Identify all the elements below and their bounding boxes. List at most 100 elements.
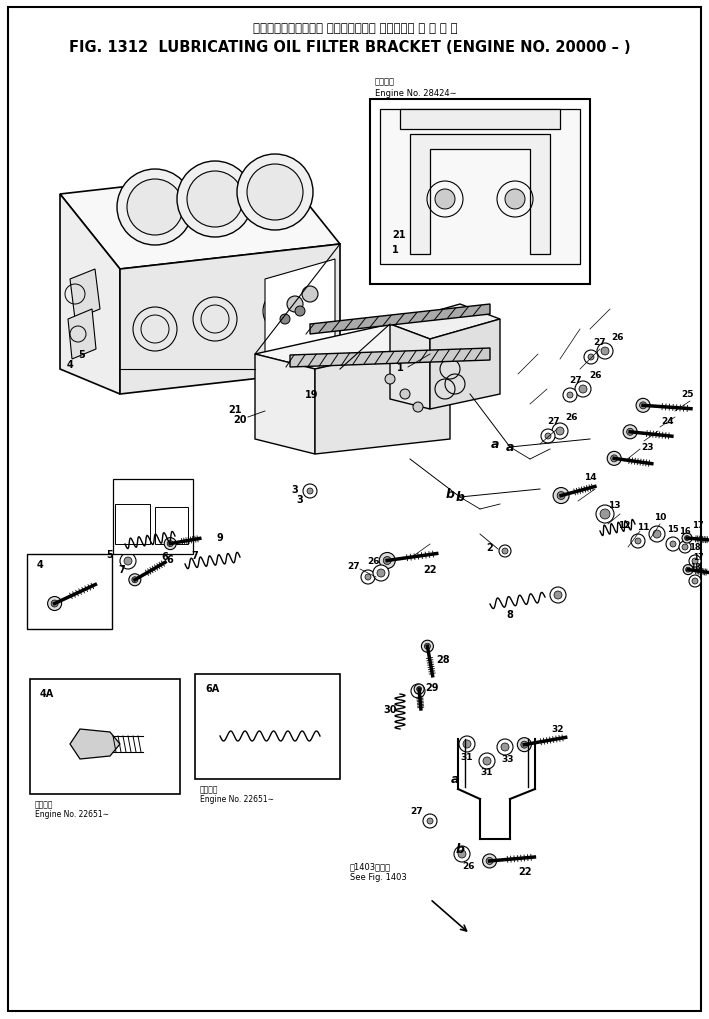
Polygon shape: [60, 170, 340, 270]
Circle shape: [692, 558, 698, 565]
Text: 12: 12: [618, 521, 630, 530]
Polygon shape: [400, 110, 560, 129]
Circle shape: [567, 392, 573, 398]
Circle shape: [247, 165, 303, 221]
Text: Engine No. 22651∼: Engine No. 22651∼: [200, 795, 274, 804]
Bar: [27, 554, 112, 630]
Circle shape: [692, 579, 698, 585]
Polygon shape: [430, 320, 500, 410]
Text: 21: 21: [228, 405, 242, 415]
Circle shape: [187, 172, 243, 228]
Text: 17: 17: [692, 521, 704, 530]
Circle shape: [167, 541, 173, 547]
Circle shape: [689, 555, 701, 568]
Text: 23: 23: [642, 443, 654, 452]
Circle shape: [423, 814, 437, 828]
Text: 26: 26: [367, 557, 379, 566]
Circle shape: [545, 433, 551, 439]
Polygon shape: [410, 135, 550, 255]
Text: 25: 25: [682, 390, 694, 399]
Circle shape: [373, 566, 389, 582]
Circle shape: [280, 315, 290, 325]
Text: 29: 29: [425, 683, 439, 692]
Circle shape: [483, 854, 496, 868]
Circle shape: [417, 687, 422, 692]
Text: 適用号機: 適用号機: [35, 800, 53, 809]
Text: 26: 26: [588, 371, 601, 380]
Text: b: b: [455, 843, 464, 856]
Text: 16: 16: [679, 527, 691, 536]
Circle shape: [636, 398, 650, 413]
Circle shape: [379, 553, 395, 569]
Circle shape: [302, 286, 318, 303]
Circle shape: [670, 541, 676, 547]
Text: ルーブリケーティング オイルフィルタ ブラケット 適 用 号 機: ルーブリケーティング オイルフィルタ ブラケット 適 用 号 機: [252, 21, 457, 35]
Circle shape: [303, 484, 317, 498]
Text: 27: 27: [411, 807, 423, 815]
Circle shape: [552, 424, 568, 439]
Text: 6A: 6A: [205, 684, 219, 693]
Circle shape: [164, 538, 177, 550]
Text: 2: 2: [486, 542, 493, 552]
Circle shape: [649, 527, 665, 542]
Text: FIG. 1312  LUBRICATING OIL FILTER BRACKET (ENGINE NO. 20000 – ): FIG. 1312 LUBRICATING OIL FILTER BRACKET…: [69, 41, 631, 55]
Circle shape: [177, 162, 253, 237]
Bar: [115, 504, 150, 544]
Circle shape: [521, 742, 527, 748]
Circle shape: [295, 307, 305, 317]
Circle shape: [607, 451, 621, 466]
Circle shape: [584, 351, 598, 365]
Text: 20: 20: [233, 415, 247, 425]
Polygon shape: [315, 339, 450, 454]
Circle shape: [117, 170, 193, 246]
Circle shape: [563, 388, 577, 403]
Text: 1: 1: [396, 363, 403, 373]
Circle shape: [685, 536, 690, 541]
Circle shape: [635, 538, 641, 544]
Text: 適用号機: 適用号機: [200, 785, 218, 794]
Text: b: b: [445, 488, 454, 501]
Polygon shape: [68, 310, 96, 360]
Text: 30: 30: [384, 704, 397, 714]
Circle shape: [554, 591, 562, 599]
Text: 15: 15: [667, 525, 679, 534]
Circle shape: [502, 548, 508, 554]
Circle shape: [505, 190, 525, 210]
Polygon shape: [70, 270, 100, 320]
Circle shape: [377, 570, 385, 578]
Text: 31: 31: [461, 753, 473, 762]
Text: 4A: 4A: [40, 688, 55, 698]
Circle shape: [421, 641, 433, 652]
Circle shape: [48, 597, 62, 611]
Polygon shape: [70, 730, 120, 759]
Circle shape: [653, 531, 661, 538]
Bar: [113, 480, 193, 554]
Text: 27: 27: [347, 561, 360, 571]
Circle shape: [597, 343, 613, 360]
Polygon shape: [120, 245, 340, 394]
Circle shape: [425, 644, 430, 649]
Text: 5: 5: [106, 549, 113, 559]
Circle shape: [588, 355, 594, 361]
Circle shape: [237, 155, 313, 230]
Text: 31: 31: [481, 767, 493, 776]
Text: 8: 8: [506, 609, 513, 620]
Text: 3: 3: [291, 484, 298, 494]
Text: a: a: [491, 438, 499, 451]
Text: 27: 27: [547, 417, 560, 426]
Polygon shape: [390, 305, 500, 339]
Polygon shape: [255, 325, 450, 370]
Bar: [195, 675, 340, 780]
Text: 17: 17: [693, 553, 703, 561]
Text: 1: 1: [392, 245, 398, 255]
Circle shape: [459, 737, 475, 752]
Circle shape: [556, 428, 564, 435]
Polygon shape: [255, 355, 315, 454]
Text: 14: 14: [584, 473, 596, 482]
Circle shape: [454, 846, 470, 862]
Text: 7: 7: [118, 565, 125, 575]
Text: 7: 7: [191, 550, 199, 560]
Circle shape: [557, 492, 565, 500]
Text: 24: 24: [661, 417, 674, 426]
Circle shape: [689, 576, 701, 587]
